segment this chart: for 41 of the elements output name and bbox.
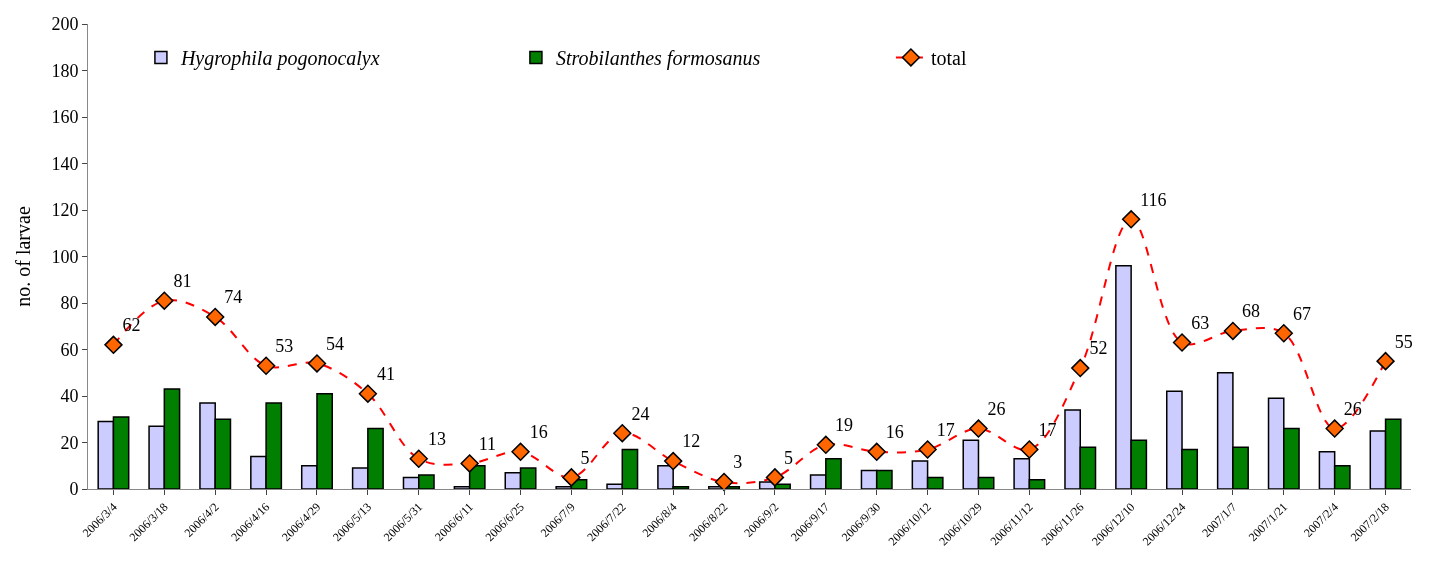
data-label: 17 bbox=[936, 419, 955, 440]
legend-label: Hygrophila pogonocalyx bbox=[179, 47, 380, 71]
data-label: 17 bbox=[1038, 419, 1057, 440]
y-tick-label: 120 bbox=[51, 200, 79, 221]
y-axis-title: no. of larvae bbox=[11, 206, 34, 307]
y-tick-label: 140 bbox=[51, 153, 79, 174]
data-label: 16 bbox=[529, 422, 548, 443]
y-tick-label: 200 bbox=[51, 14, 79, 35]
data-label: 116 bbox=[1140, 189, 1167, 210]
y-tick-label: 100 bbox=[51, 246, 79, 267]
y-tick-label: 60 bbox=[60, 339, 79, 360]
data-label: 19 bbox=[834, 415, 853, 436]
data-label: 67 bbox=[1292, 303, 1311, 324]
data-label: 3 bbox=[733, 452, 743, 473]
data-label: 16 bbox=[885, 422, 904, 443]
data-label: 13 bbox=[427, 429, 446, 450]
data-label: 63 bbox=[1191, 312, 1210, 333]
y-tick-label: 180 bbox=[51, 60, 79, 81]
data-label: 68 bbox=[1242, 301, 1261, 322]
data-label: 26 bbox=[1343, 398, 1362, 419]
data-label: 81 bbox=[173, 271, 192, 292]
data-label: 53 bbox=[275, 336, 294, 357]
data-label: 5 bbox=[784, 447, 794, 468]
legend-label: Strobilanthes formosanus bbox=[555, 47, 761, 71]
data-label: 54 bbox=[326, 333, 345, 354]
y-tick-label: 160 bbox=[51, 107, 79, 128]
y-tick-label: 80 bbox=[60, 293, 79, 314]
y-tick-label: 40 bbox=[60, 386, 79, 407]
data-label: 24 bbox=[631, 403, 650, 424]
data-label: 5 bbox=[580, 447, 590, 468]
data-label: 12 bbox=[682, 431, 701, 452]
legend-label: total bbox=[930, 47, 967, 70]
data-label: 11 bbox=[478, 433, 497, 454]
y-tick-label: 0 bbox=[69, 479, 79, 500]
y-tick-label: 20 bbox=[60, 432, 79, 453]
data-label: 52 bbox=[1089, 338, 1108, 359]
data-label: 74 bbox=[224, 287, 243, 308]
data-label: 41 bbox=[376, 364, 395, 385]
data-label: 26 bbox=[987, 398, 1006, 419]
data-label: 62 bbox=[122, 315, 141, 336]
data-label: 55 bbox=[1394, 331, 1413, 352]
